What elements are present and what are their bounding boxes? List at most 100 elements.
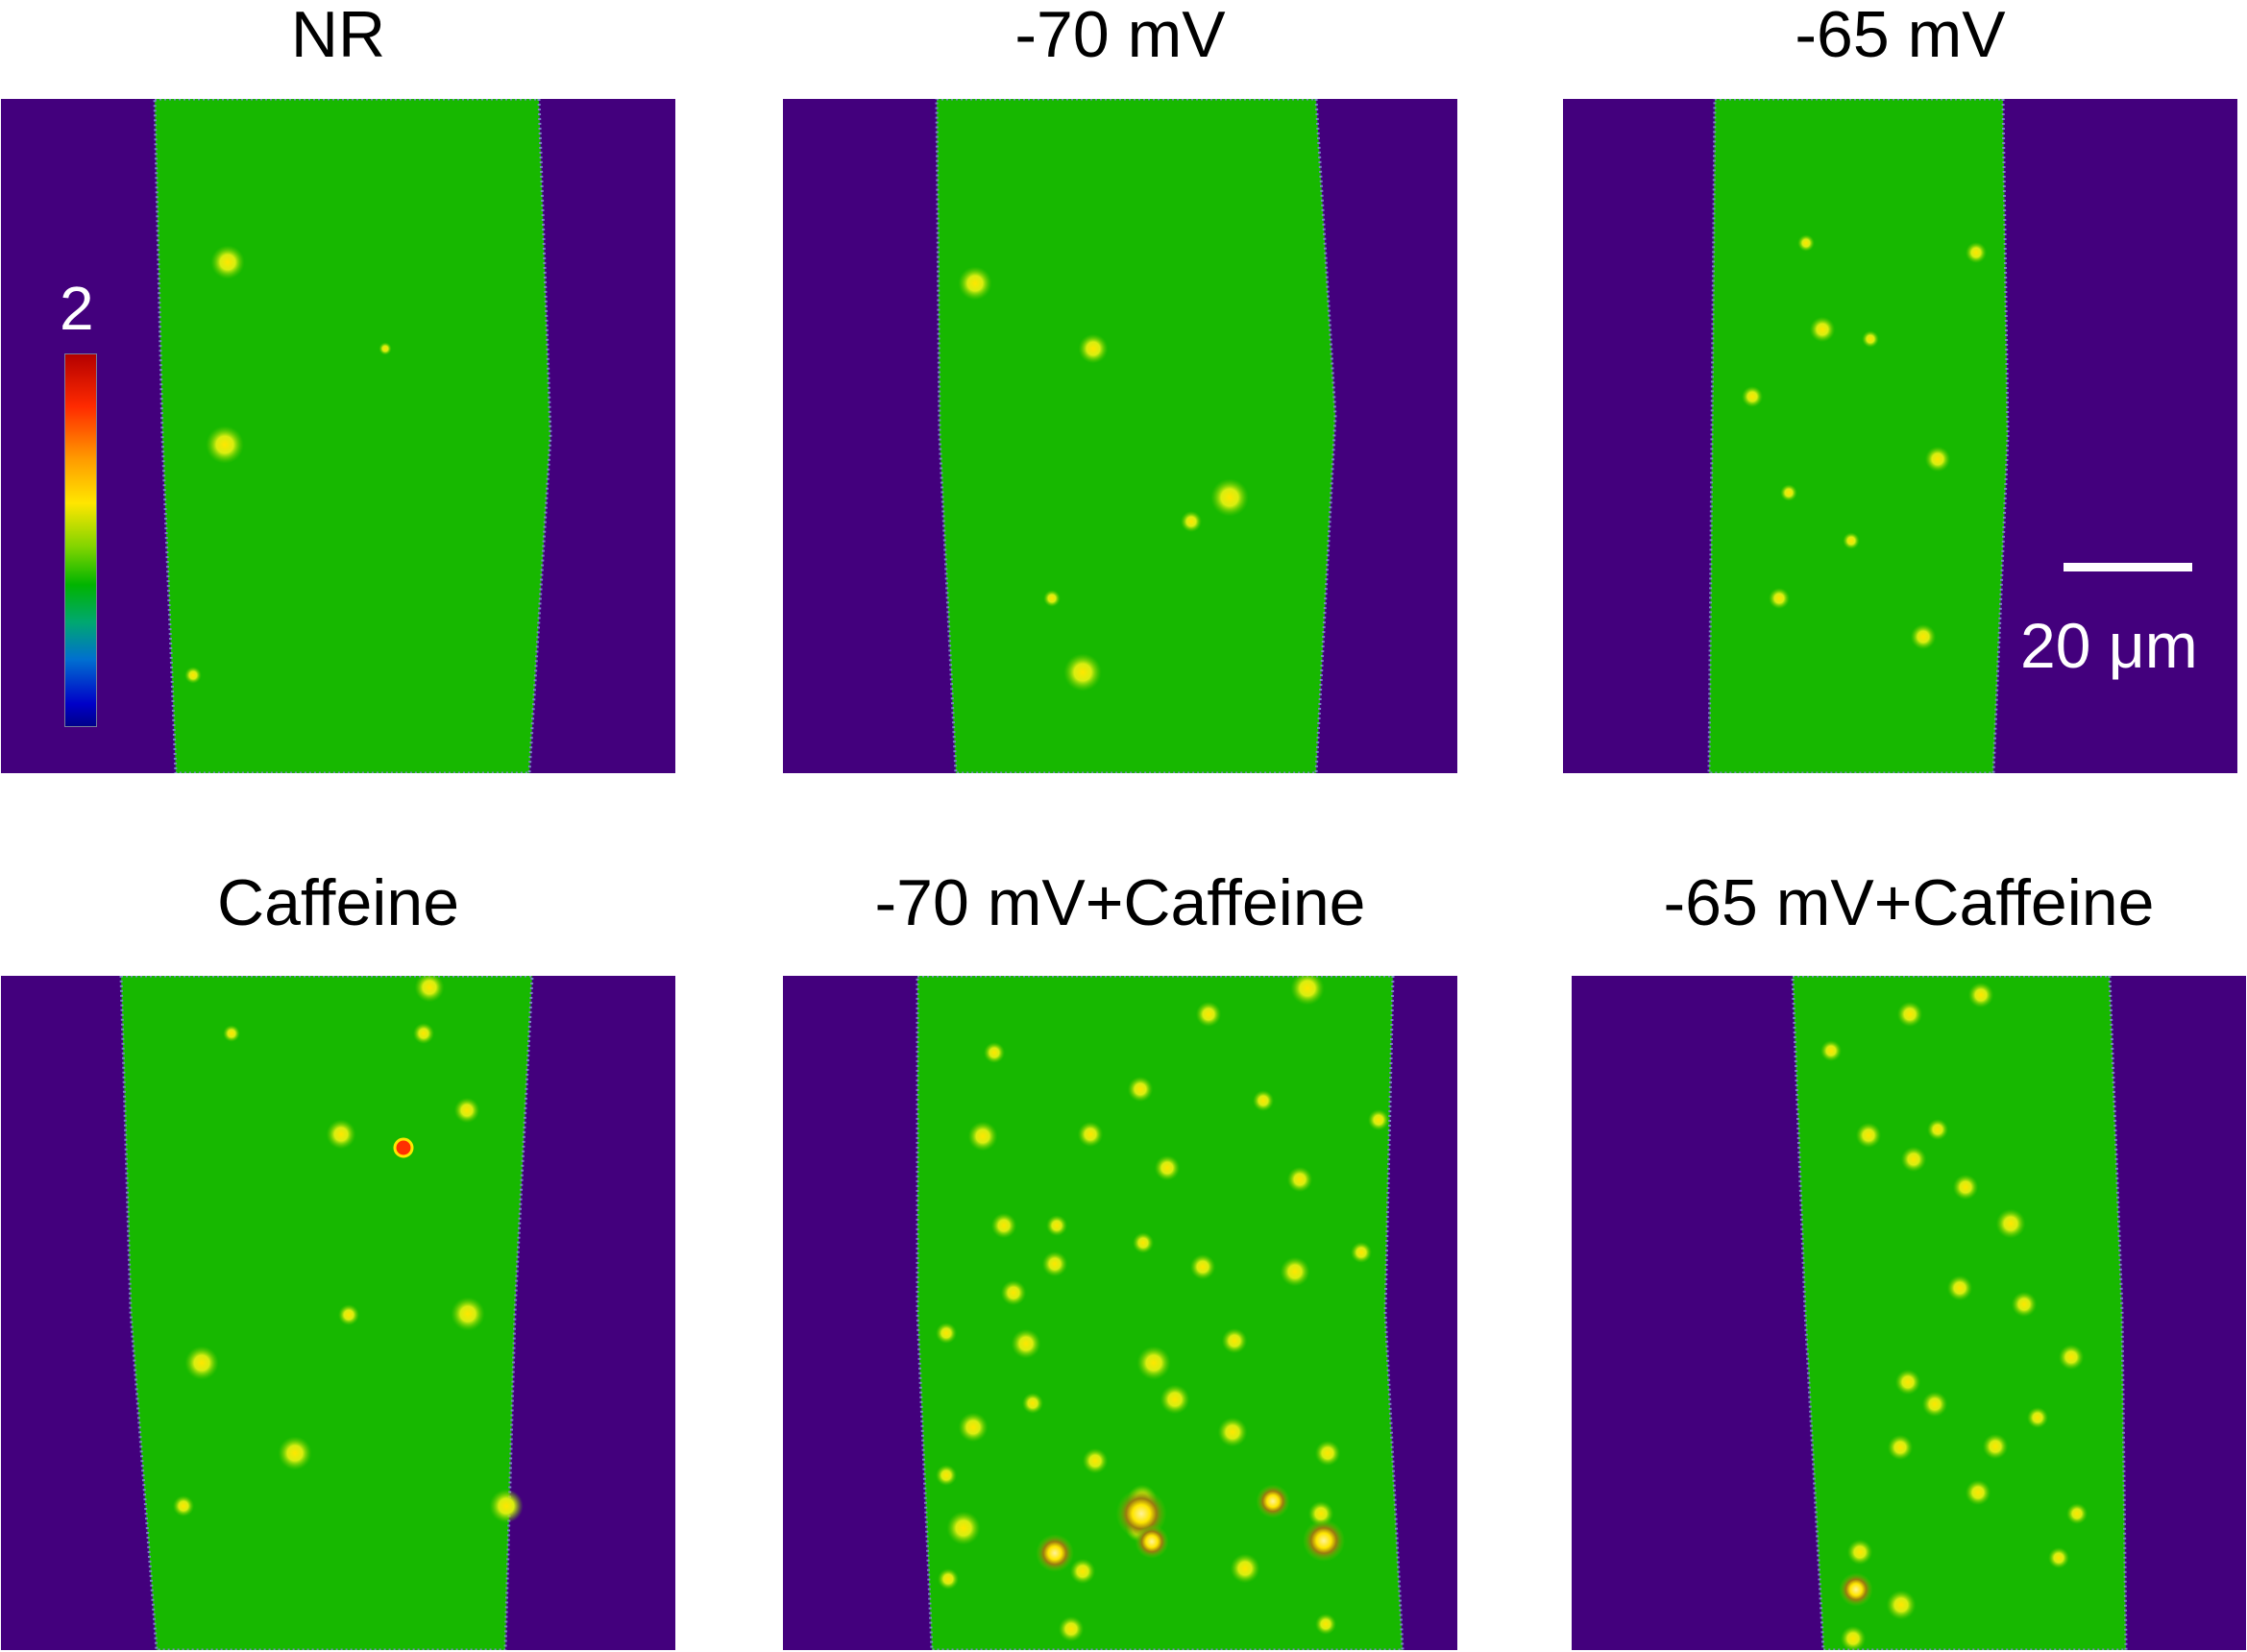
spark-spot	[1058, 1616, 1085, 1642]
colorbar-max-label: 2	[60, 274, 94, 343]
spark-spot	[2048, 1547, 2069, 1568]
spark-spot	[2058, 1344, 2085, 1371]
spark-spot	[1063, 653, 1102, 692]
spark-spot	[1921, 1391, 1948, 1418]
spark-spot	[1210, 478, 1249, 517]
spark-spot	[1082, 1447, 1109, 1474]
spark-spot	[958, 266, 992, 301]
cell-image-caffeine	[119, 976, 534, 1650]
spark-spot	[1900, 1146, 1927, 1173]
spark-spot	[2027, 1407, 2048, 1428]
spark-spot	[1995, 1208, 2026, 1239]
spark-spot	[1046, 1215, 1067, 1236]
spark-spot	[1966, 242, 1987, 263]
panel-title-70mv: -70 mV	[1014, 0, 1226, 71]
spark-spot	[1195, 1001, 1222, 1028]
spark-spot	[1927, 1119, 1948, 1140]
hot-spark-spot	[393, 1137, 414, 1158]
spark-spot	[338, 1304, 359, 1325]
cell-image-nr	[153, 99, 552, 773]
spark-spot	[1290, 976, 1325, 1006]
spark-spot	[1351, 1242, 1372, 1263]
spark-spot	[946, 1511, 981, 1545]
spark-spot	[1189, 1253, 1216, 1280]
spark-spot	[990, 1212, 1017, 1239]
spark-spot	[453, 1097, 480, 1124]
spark-spot	[1982, 1433, 2009, 1460]
spark-spot	[1135, 1524, 1169, 1559]
spark-spot	[1839, 1572, 1873, 1607]
spark-spot	[184, 1346, 219, 1380]
spark-spot	[958, 1412, 989, 1443]
spark-spot	[1022, 1393, 1043, 1414]
spark-spot	[1133, 1232, 1154, 1253]
spark-spot	[1256, 1484, 1290, 1518]
image-panel-nr	[1, 99, 675, 773]
spark-spot	[1280, 1256, 1310, 1287]
spark-spot	[1887, 1434, 1914, 1461]
spark-spot	[184, 667, 202, 684]
image-panel-65mv-caffeine	[1572, 976, 2246, 1650]
spark-spot	[1011, 1328, 1041, 1359]
spark-spot	[1136, 1346, 1171, 1380]
spark-spot	[1886, 1590, 1917, 1620]
image-panel-caffeine	[1, 976, 675, 1650]
spark-spot	[1742, 386, 1763, 407]
spark-spot	[967, 1121, 998, 1152]
spark-spot	[413, 1023, 434, 1044]
spark-spot	[1769, 588, 1790, 609]
spark-spot	[1910, 623, 1937, 650]
spark-spot	[1840, 1625, 1867, 1650]
spark-spot	[936, 1323, 957, 1344]
cell-image-65mv	[1707, 99, 2010, 773]
spark-spot	[2011, 1291, 2038, 1318]
spark-spot	[1946, 1275, 1973, 1301]
spark-spot	[1217, 1417, 1248, 1447]
scale-bar	[2064, 563, 2192, 571]
spark-spot	[1809, 316, 1836, 343]
spark-spot	[1846, 1539, 1873, 1566]
spark-spot	[489, 1489, 524, 1523]
spark-spot	[1952, 1174, 1979, 1201]
spark-spot	[210, 245, 245, 279]
panel-title-65mv-caffeine: -65 mV+Caffeine	[1663, 866, 2155, 939]
spark-spot	[414, 976, 445, 1003]
cell-image-70mv	[935, 99, 1337, 773]
spark-spot	[1894, 1369, 1921, 1396]
spark-spot	[278, 1436, 312, 1470]
spark-spot	[326, 1119, 356, 1150]
spark-spot	[1780, 484, 1797, 501]
spark-spot	[1230, 1553, 1260, 1584]
spark-spot	[1862, 330, 1879, 348]
spark-spot	[1160, 1384, 1190, 1415]
spark-spot	[984, 1042, 1005, 1063]
spark-spot	[451, 1297, 485, 1331]
spark-spot	[1069, 1558, 1096, 1585]
spark-spot	[1924, 446, 1951, 473]
spark-spot	[1967, 982, 1994, 1008]
image-panel-70mv	[783, 99, 1457, 773]
spark-spot	[1315, 1614, 1336, 1635]
panel-title-caffeine: Caffeine	[216, 866, 460, 939]
spark-spot	[1303, 1519, 1345, 1562]
spark-spot	[1078, 333, 1109, 364]
spark-spot	[1000, 1279, 1027, 1306]
spark-spot	[1855, 1122, 1882, 1149]
spark-spot	[1154, 1154, 1181, 1181]
spark-spot	[173, 1495, 194, 1517]
cell-image-70mv-caffeine	[916, 976, 1404, 1650]
panel-title-70mv-caffeine: -70 mV+Caffeine	[874, 866, 1366, 939]
panel-title-nr: NR	[290, 0, 386, 71]
spark-spot	[938, 1568, 959, 1590]
spark-spot	[1041, 1251, 1068, 1277]
spark-spot	[1043, 590, 1061, 607]
spark-spot	[1314, 1440, 1341, 1467]
colorbar	[64, 353, 97, 727]
spark-spot	[1896, 1001, 1923, 1028]
image-panel-65mv	[1563, 99, 2237, 773]
spark-spot	[1820, 1040, 1842, 1061]
spark-spot	[1127, 1076, 1154, 1103]
spark-spot	[1077, 1121, 1104, 1148]
spark-spot	[1965, 1479, 1991, 1506]
spark-spot	[1843, 532, 1860, 549]
